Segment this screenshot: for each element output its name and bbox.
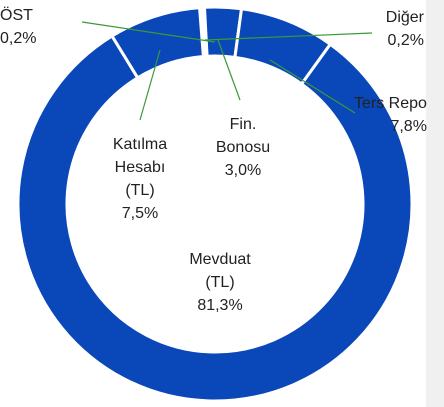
category-label: Diğer bbox=[385, 9, 424, 26]
category-label: Ters Repo bbox=[354, 95, 427, 112]
value-label: 7,5% bbox=[121, 205, 159, 222]
value-label: 7,8% bbox=[390, 118, 427, 135]
slice-label: Diğer 0,2% bbox=[386, 6, 424, 52]
value-label: 81,3% bbox=[197, 297, 243, 314]
category-label: Mevduat (TL) bbox=[189, 251, 251, 291]
scrollbar-strip bbox=[426, 0, 444, 407]
donut-slice bbox=[16, 33, 414, 403]
leader-line bbox=[81, 21, 216, 43]
leader-line bbox=[204, 32, 373, 41]
value-label: 0,2% bbox=[387, 32, 424, 49]
slice-label: ÖST 0,2% bbox=[0, 4, 36, 50]
category-label: ÖST bbox=[0, 7, 33, 24]
category-label: Fin. Bonosu bbox=[215, 116, 271, 156]
category-label: Katılma Hesabı (TL) bbox=[112, 136, 168, 199]
leader-line bbox=[269, 59, 356, 114]
donut-slice bbox=[110, 5, 206, 80]
slice-label: Katılma Hesabı (TL) 7,5% bbox=[104, 133, 176, 225]
leader-line bbox=[139, 49, 161, 121]
value-label: 3,0% bbox=[224, 162, 262, 179]
value-label: 0,2% bbox=[0, 30, 37, 47]
slice-label: Mevduat (TL) 81,3% bbox=[184, 248, 256, 317]
slice-label: Fin. Bonosu 3,0% bbox=[213, 113, 273, 182]
slice-label: Ters Repo 7,8% bbox=[354, 92, 427, 138]
leader-line bbox=[217, 39, 241, 101]
